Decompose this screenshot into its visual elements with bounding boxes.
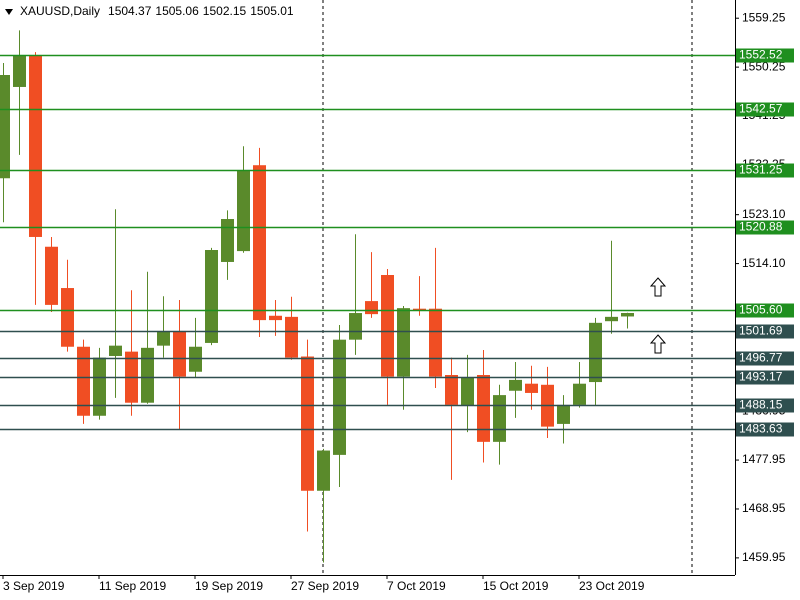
level-label-bg <box>736 422 794 437</box>
level-label: 1483.63 <box>739 422 783 436</box>
candle-body <box>253 165 266 321</box>
x-tick-label: 27 Sep 2019 <box>291 579 359 593</box>
axis-labels: 1559.251550.251541.251532.251523.101514.… <box>2 10 794 593</box>
level-label: 1493.17 <box>739 370 783 384</box>
y-tick-label: 1477.95 <box>742 452 786 466</box>
candle-body <box>397 308 410 377</box>
x-tick-label: 15 Oct 2019 <box>483 579 549 593</box>
candle-body <box>141 347 154 403</box>
candle-body <box>477 375 490 442</box>
level-label: 1552.52 <box>739 48 783 62</box>
last-open: 1504.37 <box>108 4 152 18</box>
level-label: 1501.69 <box>739 324 783 338</box>
candle-body <box>525 383 538 393</box>
last-high: 1505.06 <box>155 4 199 18</box>
candle-body <box>301 356 314 491</box>
x-tick-label: 3 Sep 2019 <box>3 579 65 593</box>
candle-body <box>93 357 106 416</box>
level-label-bg <box>736 303 794 318</box>
candle-body <box>173 330 186 377</box>
level-label-bg <box>736 220 794 235</box>
candle-body <box>381 275 394 377</box>
candle-body <box>605 316 618 322</box>
candle-body <box>445 375 458 405</box>
candle-body <box>221 219 234 262</box>
candle-body <box>589 322 602 383</box>
candle-body <box>285 316 298 358</box>
y-tick-label: 1459.95 <box>742 550 786 564</box>
candle-body <box>333 339 346 455</box>
level-label: 1488.15 <box>739 398 783 412</box>
candle-body <box>157 330 170 346</box>
candle-body <box>29 55 42 237</box>
candle-body <box>0 75 10 179</box>
level-label-bg <box>736 351 794 366</box>
candle-body <box>349 313 362 340</box>
candle-body <box>493 395 506 442</box>
level-label: 1531.25 <box>739 163 783 177</box>
candle-body <box>573 383 586 405</box>
level-label-bg <box>736 102 794 117</box>
level-label: 1520.88 <box>739 220 783 234</box>
y-tick-label: 1523.10 <box>742 207 786 221</box>
candle-body <box>237 170 250 252</box>
last-low: 1502.15 <box>203 4 247 18</box>
candle-body <box>461 377 474 406</box>
y-tick-label: 1468.95 <box>742 501 786 515</box>
candle-body <box>109 345 122 356</box>
y-tick-label: 1559.25 <box>742 10 786 24</box>
level-label-bg <box>736 370 794 385</box>
candle-body <box>205 250 218 343</box>
level-label: 1496.77 <box>739 351 783 365</box>
x-tick-label: 23 Oct 2019 <box>579 579 645 593</box>
level-label-bg <box>736 324 794 339</box>
candle-body <box>317 450 330 491</box>
level-label: 1542.57 <box>739 102 783 116</box>
candle-body <box>45 246 58 305</box>
chart-header: XAUUSD,Daily 1504.37 1505.06 1502.15 1505.01 <box>20 4 294 18</box>
level-label-bg <box>736 48 794 63</box>
dropdown-triangle <box>5 9 13 15</box>
candle-body <box>509 379 522 391</box>
plot <box>0 30 735 563</box>
x-tick-label: 11 Sep 2019 <box>99 579 166 593</box>
level-label-bg <box>736 398 794 413</box>
last-close: 1505.01 <box>250 4 294 18</box>
candle-body <box>269 315 282 321</box>
candle-body <box>61 288 74 347</box>
candle-body <box>429 308 442 377</box>
level-label: 1505.60 <box>739 303 783 317</box>
up-arrow-icon <box>649 334 667 354</box>
x-tick-label: 7 Oct 2019 <box>387 579 446 593</box>
candle-body <box>13 55 26 87</box>
y-tick-label: 1550.25 <box>742 59 786 73</box>
x-tick-label: 19 Sep 2019 <box>195 579 263 593</box>
up-arrow-icon <box>649 277 667 297</box>
chart-title: XAUUSD,Daily <box>20 4 100 18</box>
candle-body <box>557 404 570 424</box>
candle-body <box>365 301 378 315</box>
candle-body <box>621 312 634 317</box>
y-tick-label: 1514.10 <box>742 256 786 270</box>
level-label-bg <box>736 163 794 178</box>
candle-body <box>77 346 90 416</box>
